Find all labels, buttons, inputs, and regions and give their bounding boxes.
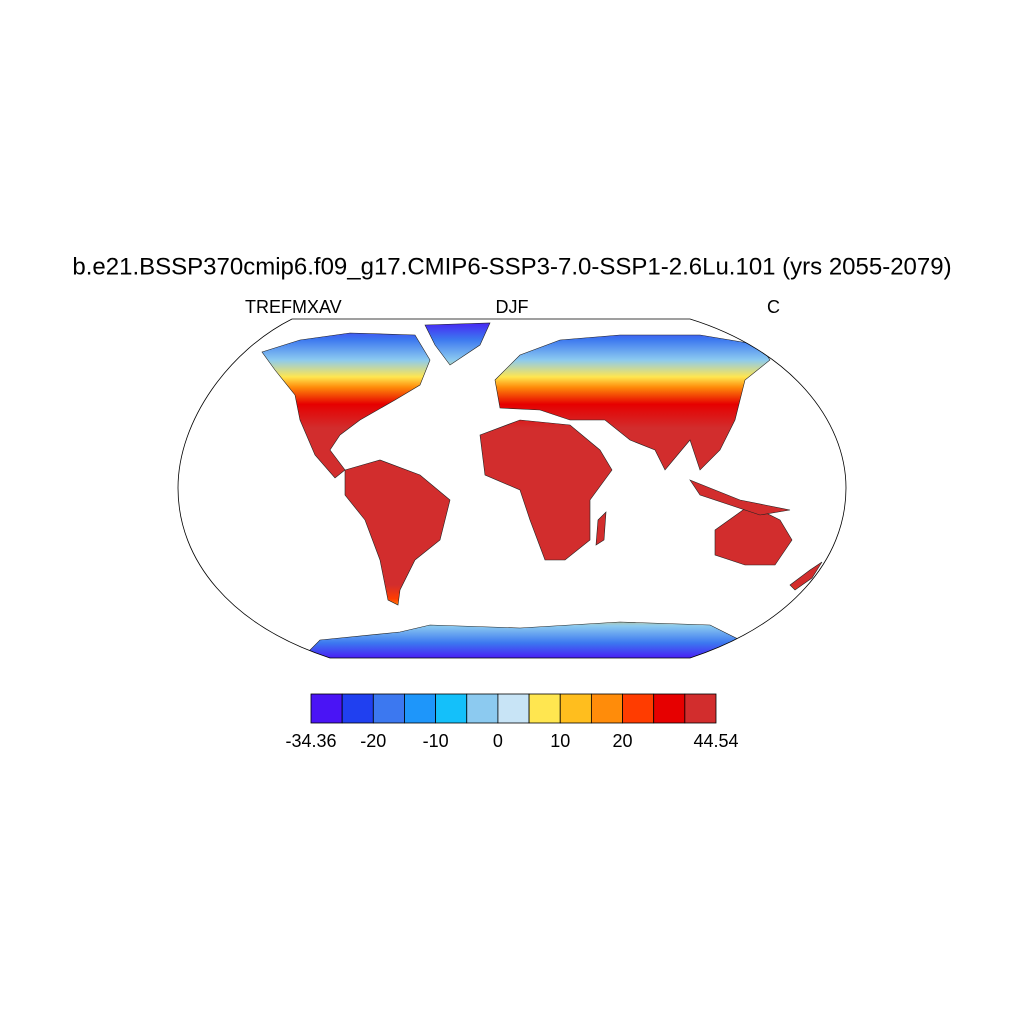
colorbar-box bbox=[466, 693, 499, 724]
colorbar-box bbox=[653, 693, 686, 724]
australia bbox=[714, 504, 793, 566]
colorbar-label: 44.54 bbox=[693, 731, 738, 751]
colorbar-box bbox=[497, 693, 530, 724]
center-subtitle: DJF bbox=[496, 297, 529, 317]
left-subtitle: TREFMXAV bbox=[245, 297, 342, 317]
colorbar-box bbox=[528, 693, 561, 724]
colorbar-box bbox=[590, 693, 623, 724]
colorbar-box bbox=[435, 693, 468, 724]
greenland bbox=[424, 322, 491, 366]
new-zealand bbox=[789, 561, 823, 591]
colorbar-label: -20 bbox=[360, 731, 386, 751]
colorbar-label: 10 bbox=[550, 731, 570, 751]
map-land bbox=[261, 322, 823, 658]
colorbar-box bbox=[341, 693, 374, 724]
title: b.e21.BSSP370cmip6.f09_g17.CMIP6-SSP3-7.… bbox=[72, 253, 951, 280]
north-america bbox=[261, 332, 431, 479]
colorbar-label: 0 bbox=[493, 731, 503, 751]
right-subtitle: C bbox=[767, 297, 780, 317]
colorbar-box bbox=[684, 693, 717, 724]
colorbar-box bbox=[622, 693, 655, 724]
colorbar-box bbox=[372, 693, 405, 724]
colorbar-box bbox=[310, 693, 343, 724]
colorbar-label: 20 bbox=[613, 731, 633, 751]
eurasia bbox=[494, 334, 771, 471]
colorbar: -34.36 -20 -10 0 10 20 44.54 bbox=[285, 693, 739, 751]
colorbar-label: -34.36 bbox=[285, 731, 336, 751]
madagascar bbox=[595, 511, 607, 546]
south-america bbox=[344, 459, 451, 606]
africa bbox=[479, 419, 613, 561]
colorbar-box bbox=[559, 693, 592, 724]
colorbar-label: -10 bbox=[423, 731, 449, 751]
antarctica bbox=[299, 621, 741, 658]
colorbar-box bbox=[404, 693, 437, 724]
indonesia bbox=[689, 479, 791, 516]
